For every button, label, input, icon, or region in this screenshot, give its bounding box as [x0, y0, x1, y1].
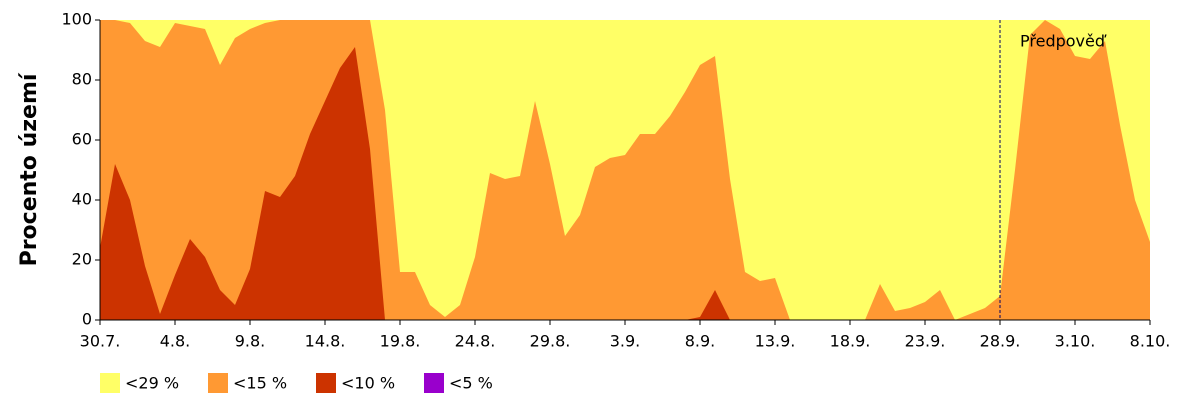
x-tick-label: 8.10. [1130, 332, 1171, 351]
x-tick-label: 24.8. [455, 332, 496, 351]
legend-swatch [208, 373, 228, 393]
y-tick-label: 80 [72, 70, 92, 89]
x-tick-label: 9.8. [235, 332, 266, 351]
legend-swatch [316, 373, 336, 393]
x-tick-label: 14.8. [305, 332, 346, 351]
y-tick-label: 40 [72, 190, 92, 209]
area [100, 47, 1150, 320]
y-axis-label: Procento území [17, 72, 42, 266]
y-tick-label: 60 [72, 130, 92, 149]
legend-label: <5 % [449, 374, 493, 393]
x-tick-label: 8.9. [685, 332, 716, 351]
x-tick-label: 4.8. [160, 332, 191, 351]
legend-label: <15 % [233, 374, 287, 393]
x-tick-label: 29.8. [530, 332, 571, 351]
legend-label: <29 % [125, 374, 179, 393]
y-tick-label: 0 [82, 310, 92, 329]
y-tick-label: 20 [72, 250, 92, 269]
x-tick-label: 3.10. [1055, 332, 1096, 351]
x-tick-label: 23.9. [905, 332, 946, 351]
legend-swatch [100, 373, 120, 393]
x-tick-label: 3.9. [610, 332, 641, 351]
x-tick-label: 19.8. [380, 332, 421, 351]
legend-label: <10 % [341, 374, 395, 393]
x-tick-label: 28.9. [980, 332, 1021, 351]
y-tick-label: 100 [61, 10, 92, 29]
x-tick-label: 30.7. [80, 332, 121, 351]
x-tick-label: 18.9. [830, 332, 871, 351]
forecast-label: Předpověď [1020, 32, 1107, 51]
legend-swatch [424, 373, 444, 393]
x-tick-label: 13.9. [755, 332, 796, 351]
